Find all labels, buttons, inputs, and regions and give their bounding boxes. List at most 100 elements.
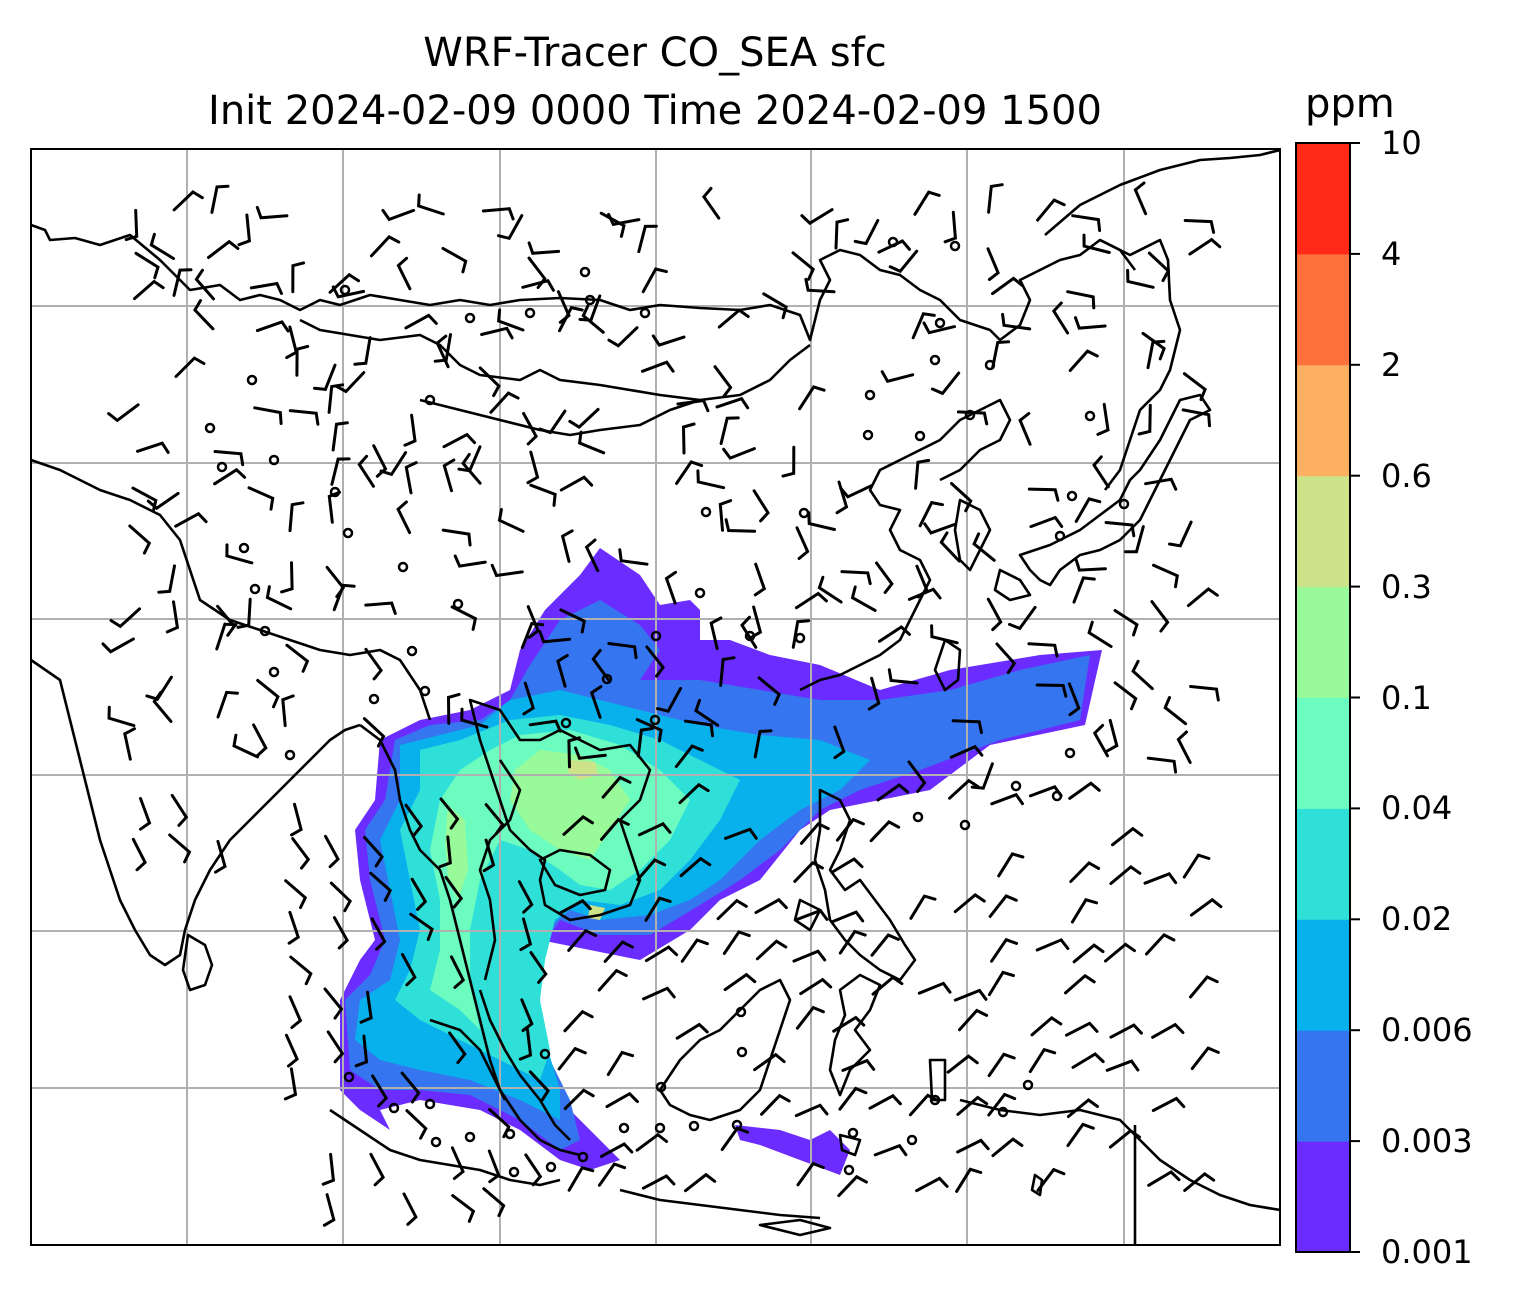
calm-wind-marker [539,1048,551,1060]
wind-barb [123,727,136,761]
wind-barb [362,717,386,748]
wind-barb [716,898,748,921]
wind-barb [174,511,208,528]
wind-barb [1065,1021,1099,1037]
wind-barb [597,968,628,992]
wind-barb [288,501,305,533]
wind-barb [1036,1167,1066,1192]
wind-barb [870,933,900,957]
calm-wind-marker [864,389,876,401]
wind-barb [404,461,418,495]
wind-barb [291,837,311,870]
calm-wind-marker [584,294,596,306]
wind-barb [781,445,796,478]
wind-barb [724,518,757,533]
wind-barb [313,363,337,392]
wind-barb [835,817,865,842]
wind-barb [417,193,445,216]
map-content [31,149,1280,1245]
wind-barb [636,858,667,882]
wind-barb [444,875,464,909]
wind-barb [172,190,204,212]
wind-barb [1074,497,1102,523]
wind-barb [442,432,476,449]
wind-barb [524,1153,543,1187]
wind-barb [529,483,557,507]
wind-barb [875,561,894,594]
wind-barb [1071,1052,1105,1069]
wind-barb [1070,898,1098,924]
wind-barb [987,970,1015,997]
wind-barb [840,570,872,586]
wind-barb [1092,723,1109,758]
wind-barb [1146,339,1166,370]
calm-wind-marker [949,240,961,252]
wind-barb [760,1093,791,1116]
wind-barb [1182,372,1207,402]
wind-barb [1104,521,1136,538]
wind-barb [290,802,303,837]
wind-barb [478,366,501,398]
wind-barb [213,450,245,467]
wind-barb [990,792,1024,806]
wind-barb [527,241,561,255]
wind-barb [194,268,215,301]
wind-barb [369,871,393,902]
wind-barb [285,643,310,673]
wind-barb [678,782,710,805]
tracer-plume [340,548,1102,1175]
wind-barb [752,489,770,523]
wind-barb [841,1058,876,1072]
wind-barb [567,1166,595,1192]
wind-barb [326,1030,345,1064]
calm-wind-marker [929,354,941,366]
wind-barb [1008,605,1037,631]
wind-barb [1188,237,1222,256]
wind-barb [215,622,238,651]
wind-barb [605,1091,639,1109]
wind-barb [1124,525,1145,554]
calm-wind-marker [694,587,706,599]
wind-barb [951,719,983,735]
calm-wind-marker [204,422,216,434]
colorbar-tick-label: 2 [1381,345,1402,384]
calm-wind-marker [1066,490,1078,502]
wind-barb [1189,897,1223,917]
calm-wind-marker [342,527,354,539]
wind-barb [136,441,170,454]
wind-barb [909,894,937,920]
wind-barb [446,692,461,725]
wind-barb [838,929,867,955]
wind-barb [723,972,757,992]
wind-barb [124,208,139,242]
wind-barb [439,797,460,830]
wind-barb [946,1054,979,1074]
wind-barb [991,276,1024,296]
wind-barb [674,744,704,769]
wind-barb [287,910,300,945]
calm-wind-marker [1064,747,1076,759]
calm-wind-marker [368,693,380,705]
wind-barb [529,951,548,984]
wind-barb [128,524,152,555]
wind-barb [709,616,723,651]
wind-barb [252,723,268,757]
wind-barb [131,837,147,872]
wind-barb [664,570,678,605]
wind-barb [834,218,850,250]
wind-barb [917,981,952,995]
wind-barb [719,416,740,445]
wind-barb [1066,1098,1099,1118]
wind-barb [948,778,980,800]
wind-barb [995,642,1017,675]
wind-barb [400,952,417,987]
wind-barb [722,447,756,460]
calm-wind-marker [284,749,296,761]
colorbar-segment [1296,143,1350,255]
wind-barb [1018,412,1032,446]
wind-barb [873,1143,908,1157]
wind-barb [943,210,957,244]
map-subtitle: Init 2024-02-09 0000 Time 2024-02-09 150… [208,88,1102,134]
wind-barb [442,458,456,493]
wind-barb [753,729,773,759]
